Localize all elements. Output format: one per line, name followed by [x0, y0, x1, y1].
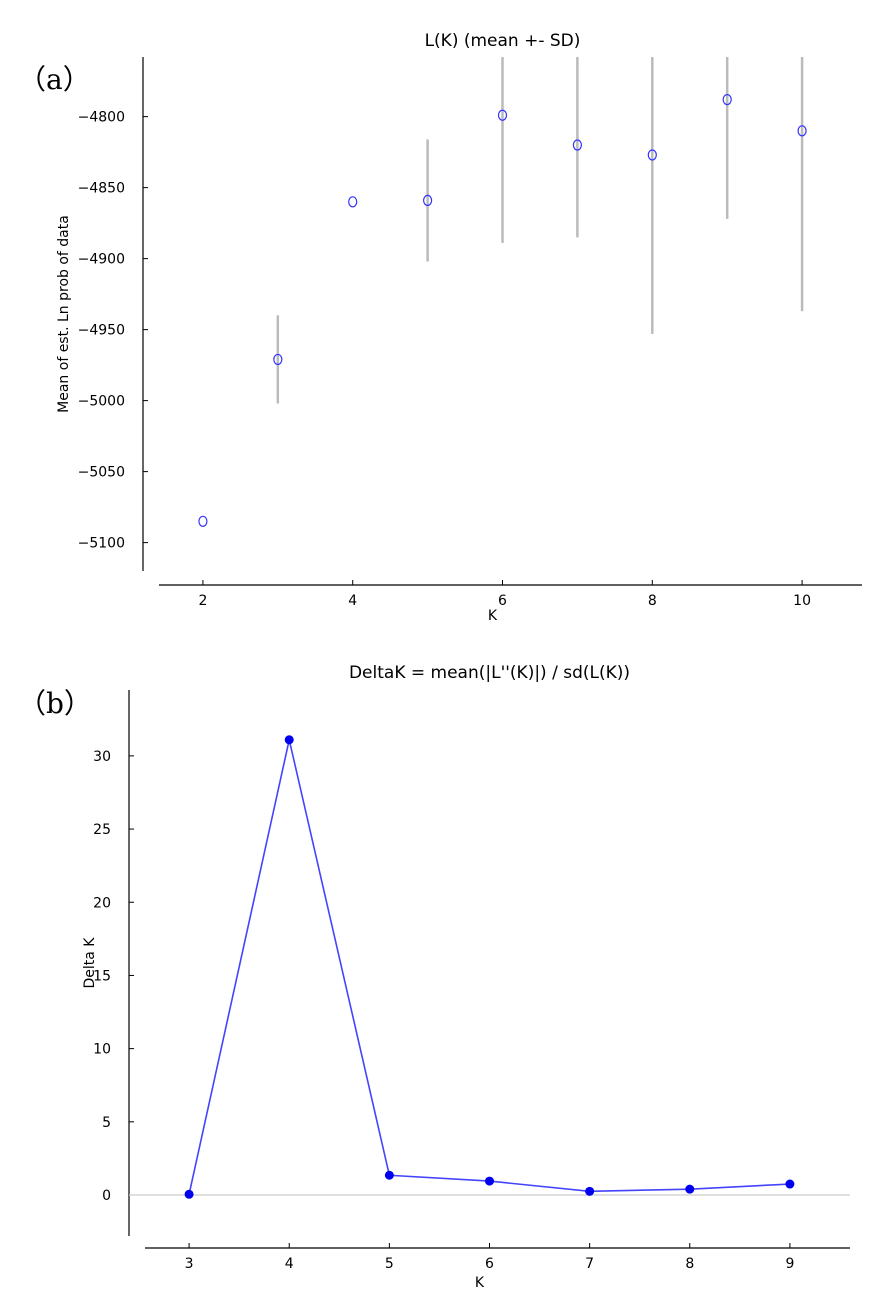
data-point: [685, 1184, 695, 1194]
y-axis-label: Delta K: [82, 937, 98, 989]
y-tick-label: 10: [93, 1042, 111, 1058]
y-tick-label: −5050: [78, 465, 125, 481]
chart-panel-a: L(K) (mean +- SD) −5100 −5050 −5000 −4950 −49…: [56, 31, 862, 624]
data-point: [273, 353, 283, 366]
x-tick-label: 7: [585, 1256, 594, 1272]
x-tick-label: 9: [785, 1256, 794, 1272]
y-tick-label: 25: [93, 822, 111, 838]
data-point: [384, 1170, 394, 1180]
x-axis-label: K: [488, 608, 498, 624]
chart-panel-b: DeltaK = mean(|L''(K)|) / sd(L(K)) 0 5 10 15…: [82, 663, 850, 1291]
data-point: [198, 515, 208, 527]
data-point: [184, 1189, 194, 1199]
y-tick-label: −5100: [78, 536, 125, 552]
x-tick-label: 8: [648, 593, 657, 609]
y-tick-label: −4800: [78, 110, 125, 126]
y-tick-label: 20: [93, 895, 111, 911]
x-tick-label: 4: [348, 593, 357, 609]
y-tick-label: −4850: [78, 181, 125, 197]
panel-label-b: （b）: [18, 687, 92, 720]
x-axis-label: K: [475, 1275, 485, 1291]
series-line: [188, 739, 790, 1195]
y-tick-label: −4950: [78, 323, 125, 339]
data-point: [284, 735, 294, 745]
x-tick-label: 10: [793, 593, 811, 609]
data-point: [572, 139, 582, 151]
data-point: [485, 1176, 494, 1186]
x-tick-label: 4: [285, 1256, 294, 1272]
y-tick-label: 0: [102, 1188, 111, 1204]
chart-title: L(K) (mean +- SD): [425, 31, 581, 51]
y-tick-label: 30: [93, 749, 111, 765]
data-point: [348, 196, 358, 208]
y-axis-label: Mean of est. Ln prob of data: [56, 215, 72, 413]
y-tick-label: 15: [93, 968, 111, 984]
plot-area: [129, 735, 850, 1199]
data-point: [722, 93, 732, 106]
data-point: [585, 1186, 595, 1196]
data-point: [797, 125, 807, 137]
x-tick-label: 5: [385, 1256, 394, 1272]
x-tick-label: 2: [198, 593, 207, 609]
data-point: [647, 149, 657, 161]
y-tick-label: −4900: [78, 252, 125, 268]
x-tick-label: 8: [685, 1256, 694, 1272]
panel-label-a: （a）: [18, 63, 91, 96]
data-point: [423, 194, 433, 207]
x-tick-label: 6: [485, 1256, 494, 1272]
plot-area: [198, 57, 807, 527]
x-tick-label: 3: [185, 1256, 194, 1272]
data-point: [785, 1179, 795, 1189]
data-point: [497, 109, 508, 121]
y-tick-label: −5000: [78, 394, 125, 410]
chart-title: DeltaK = mean(|L''(K)|) / sd(L(K)): [349, 663, 630, 683]
y-tick-label: 5: [102, 1115, 111, 1131]
x-tick-label: 6: [498, 593, 507, 609]
